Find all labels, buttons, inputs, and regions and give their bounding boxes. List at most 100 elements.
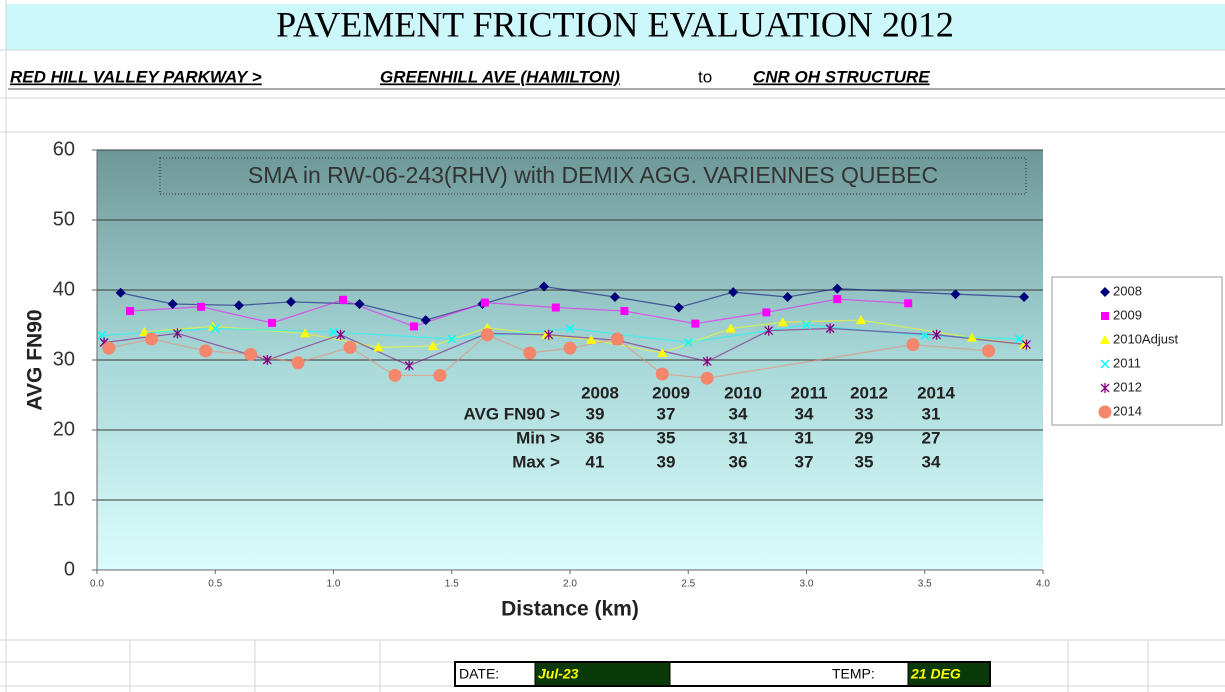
data-point <box>609 292 620 302</box>
data-point <box>328 327 339 337</box>
data-point <box>523 346 537 360</box>
stats-value: 35 <box>657 428 676 447</box>
temp-value: 21 DEG <box>910 666 961 682</box>
route: RED HILL VALLEY PARKWAY > <box>10 67 262 86</box>
stats-value: 36 <box>729 452 748 471</box>
data-point <box>268 318 277 327</box>
x-tick-label: 1.0 <box>327 579 341 590</box>
data-point <box>336 329 346 340</box>
legend-label: 2009 <box>1113 307 1142 322</box>
data-point <box>233 300 244 311</box>
data-point <box>683 337 693 348</box>
data-point <box>920 330 930 341</box>
data-point <box>967 332 978 342</box>
data-point <box>764 325 774 336</box>
y-axis-label: AVG FN90 <box>24 309 47 410</box>
date-label: DATE: <box>459 666 499 682</box>
data-point <box>144 332 158 346</box>
data-point <box>285 296 296 307</box>
y-tick-label: 20 <box>53 418 75 440</box>
data-point <box>777 317 788 327</box>
data-point <box>1021 339 1031 350</box>
data-point <box>115 287 126 298</box>
data-point <box>244 347 258 361</box>
x-tick-label: 0.0 <box>90 579 104 590</box>
legend-marker <box>1098 405 1112 419</box>
data-point <box>620 307 629 315</box>
stats-value: 34 <box>795 404 814 423</box>
data-point <box>409 322 418 331</box>
route-to: CNR OH STRUCTURE <box>753 67 930 86</box>
data-point <box>167 299 178 309</box>
stats-value: 27 <box>922 428 941 447</box>
data-point <box>480 298 489 307</box>
data-point <box>932 329 942 340</box>
data-point <box>447 334 457 344</box>
date-cell <box>535 663 670 685</box>
legend-label: 2008 <box>1113 283 1142 298</box>
legend-label: 2012 <box>1113 379 1142 394</box>
stats-value: 34 <box>729 404 748 423</box>
y-tick-label: 50 <box>53 208 75 230</box>
data-point <box>551 303 560 312</box>
stats-value: 39 <box>657 452 676 471</box>
data-point <box>728 287 739 298</box>
data-point <box>801 320 812 330</box>
legend-label: 2011 <box>1113 355 1141 370</box>
data-point <box>388 368 402 382</box>
legend-label: 2010Adjust <box>1113 331 1178 346</box>
data-point <box>480 328 494 342</box>
stats-row-label: AVG FN90 > <box>463 404 560 423</box>
data-point <box>102 341 116 355</box>
data-point <box>343 340 357 354</box>
stats-year: 2012 <box>850 383 888 402</box>
legend-marker <box>1101 312 1109 320</box>
stats-year: 2009 <box>652 383 690 402</box>
y-tick-label: 30 <box>53 348 75 370</box>
temp-label: TEMP: <box>832 666 875 682</box>
data-point <box>950 289 961 300</box>
data-point <box>210 323 220 334</box>
stats-value: 33 <box>855 404 874 423</box>
data-point <box>427 341 438 350</box>
data-point <box>655 367 669 381</box>
data-point <box>762 308 771 317</box>
data-point <box>354 299 365 309</box>
data-point <box>833 295 842 304</box>
x-tick-label: 3.5 <box>918 579 932 590</box>
data-point <box>565 323 575 334</box>
x-axis-label: Distance (km) <box>501 598 639 621</box>
data-point <box>673 302 684 313</box>
data-point <box>291 356 305 370</box>
stats-value: 31 <box>729 428 748 447</box>
data-point <box>404 360 414 371</box>
data-point <box>433 368 447 382</box>
data-point <box>563 341 577 355</box>
stats-row-label: Min > <box>516 428 560 447</box>
y-tick-label: 0 <box>64 558 75 580</box>
x-tick-label: 2.0 <box>563 579 577 590</box>
data-point <box>262 355 272 365</box>
data-point <box>126 307 135 315</box>
data-point <box>700 371 714 385</box>
chart-title: SMA in RW-06-243(RHV) with DEMIX AGG. VA… <box>248 162 938 188</box>
y-tick-label: 60 <box>53 138 75 160</box>
stats-year: 2011 <box>791 383 828 402</box>
data-point <box>904 299 913 308</box>
stats-value: 39 <box>586 404 605 423</box>
legend-marker <box>1100 287 1110 297</box>
data-point <box>544 329 554 340</box>
stats-value: 31 <box>922 404 941 423</box>
data-point <box>199 344 213 358</box>
stats-value: 31 <box>795 428 814 447</box>
data-point <box>610 332 624 346</box>
route-from: GREENHILL AVE (HAMILTON) <box>380 67 620 86</box>
temp-cell <box>908 663 989 685</box>
data-point <box>702 356 712 367</box>
x-tick-label: 4.0 <box>1036 579 1050 590</box>
date-value: Jul-23 <box>538 666 579 682</box>
x-tick-label: 0.5 <box>208 579 222 590</box>
stats-value: 41 <box>586 452 605 471</box>
data-point <box>906 338 920 352</box>
